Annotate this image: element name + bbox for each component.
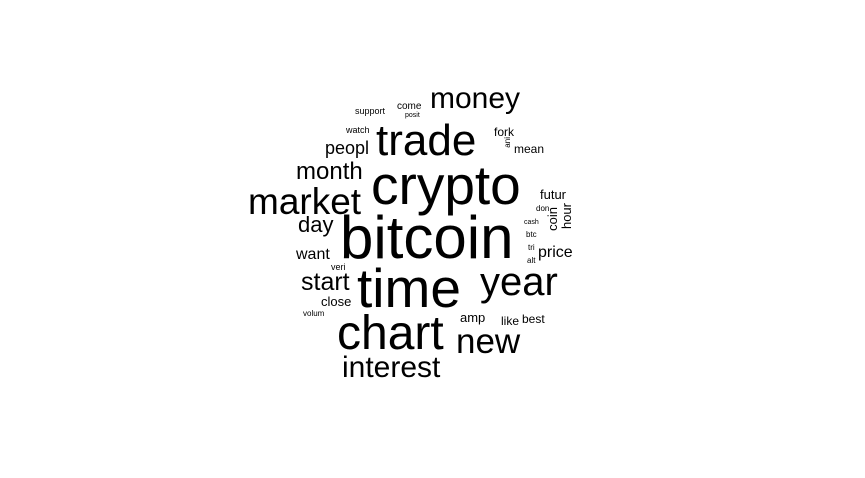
word: cash — [524, 219, 539, 226]
word: day — [298, 212, 334, 237]
word: month — [296, 158, 363, 185]
word: market — [248, 181, 362, 222]
word: close — [321, 294, 352, 309]
word: fork — [494, 125, 515, 139]
word: start — [301, 268, 350, 296]
word: veri — [331, 262, 346, 272]
word: hour — [559, 203, 574, 230]
word: money — [430, 82, 521, 115]
word: year — [480, 260, 558, 304]
word: futur — [540, 187, 567, 202]
word: volum — [303, 309, 325, 318]
word: want — [296, 246, 330, 263]
word: bitcoin — [340, 204, 514, 271]
word: don — [536, 204, 550, 213]
word: mean — [514, 142, 545, 156]
word: crypto — [371, 154, 521, 216]
word: like — [501, 314, 520, 328]
word: interest — [342, 351, 441, 384]
word: support — [355, 106, 386, 116]
word: time — [357, 257, 461, 319]
word: ani — [503, 137, 512, 148]
word: price — [538, 244, 573, 261]
word: chart — [337, 307, 444, 360]
word: btc — [526, 230, 537, 239]
word: peopl — [325, 138, 370, 158]
word: amp — [460, 310, 486, 325]
word: come — [397, 101, 422, 112]
word: tri — [528, 243, 535, 252]
word: new — [456, 322, 521, 361]
word: watch — [346, 125, 370, 135]
word: best — [522, 312, 545, 326]
word: trade — [376, 116, 477, 165]
word: alt — [527, 256, 536, 265]
word: posit — [405, 112, 420, 119]
